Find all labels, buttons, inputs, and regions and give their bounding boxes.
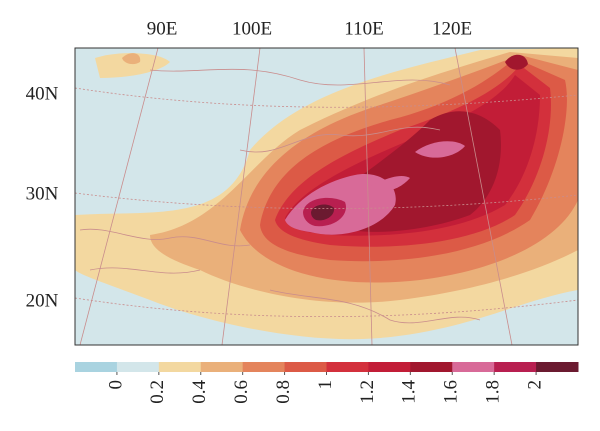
colorbar-label: 1.2 [357,380,378,404]
parallel [75,297,578,318]
contour-region [505,54,528,70]
colorbar-label: 1.6 [441,380,462,404]
colorbar: 0 0.2 0.4 0.6 0.8 1 1.2 1.4 1.6 1.8 2 [75,362,579,404]
map-area [75,48,578,345]
meridian [454,48,513,345]
contour-region [415,141,465,158]
colorbar-label: 0.4 [189,380,210,404]
colorbar-label: 1.4 [399,380,420,404]
colorbar-segment [116,362,160,372]
graticule [75,48,578,345]
contour-region [360,175,410,194]
colorbar-label: 1 [315,380,336,390]
colorbar-segment [284,362,327,372]
colorbar-segment [242,362,286,372]
map-frame [74,47,579,346]
lon-label: 110E [344,18,383,39]
colorbar-segment [368,362,411,372]
lat-label: 40N [26,83,59,104]
colorbar-segment [75,362,118,372]
colorbar-label: 1.8 [483,380,504,404]
lat-label: 30N [26,183,59,204]
border [79,68,481,324]
contour-region [95,53,170,78]
meridian [79,48,159,345]
parallel [75,87,578,108]
meridian [221,48,261,345]
colorbar-segment [410,362,453,372]
colorbar-segment [200,362,244,372]
colorbar-label: 0.2 [147,380,168,404]
colorbar-segment [536,362,579,372]
meridian [363,48,373,345]
colorbar-label: 2 [524,380,545,390]
colorbar-segment [326,362,369,372]
colorbar-segment [494,362,537,372]
colorbar-label: 0 [105,380,126,390]
colorbar-label: 0.6 [231,380,252,404]
lon-label: 120E [432,18,472,39]
lon-label: 100E [232,18,272,39]
parallel [75,192,578,210]
colorbar-segment [158,362,202,372]
lon-label: 90E [147,18,178,39]
colorbar-segment [452,362,495,372]
contour-region [122,53,141,65]
colorbar-label: 0.8 [273,380,294,404]
lat-label: 20N [26,290,59,311]
